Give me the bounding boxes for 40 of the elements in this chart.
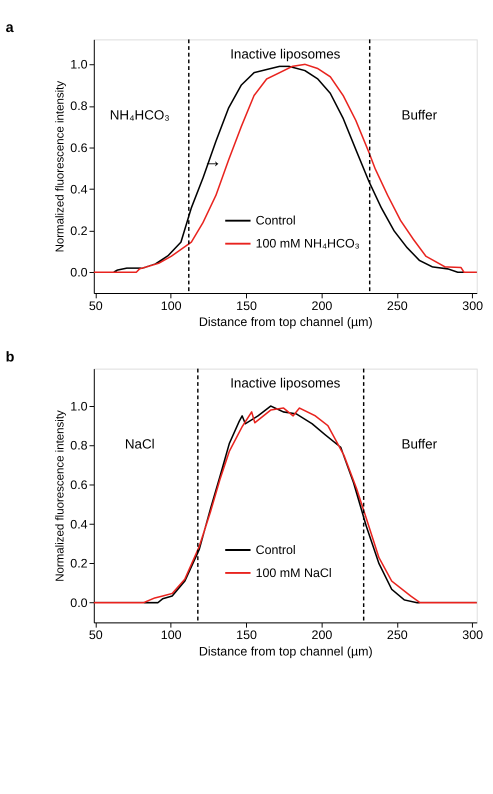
- annotation: Inactive liposomes: [230, 46, 341, 62]
- y-axis-title: Normalized fluorescence intensity: [54, 80, 67, 252]
- y-axis-title: Normalized fluorescence intensity: [54, 410, 67, 582]
- chart-title: a: [6, 20, 15, 36]
- x-tick-label: 150: [236, 298, 258, 313]
- annotation: Buffer: [402, 107, 438, 122]
- y-tick-label: 0.0: [70, 596, 88, 610]
- chart-title: b: [6, 349, 15, 366]
- legend-label: Control: [256, 214, 296, 228]
- annotation: Inactive liposomes: [230, 376, 341, 391]
- x-tick-label: 100: [160, 628, 182, 642]
- x-tick-label: 250: [386, 298, 408, 313]
- x-tick-label: 300: [462, 628, 484, 642]
- y-tick-label: 0.4: [70, 182, 88, 196]
- x-axis-title: Distance from top channel (µm): [198, 644, 373, 658]
- y-tick-label: 0.6: [70, 140, 88, 155]
- y-tick-label: 0.2: [70, 224, 88, 238]
- y-tick-label: 0.8: [70, 438, 88, 453]
- x-tick-label: 100: [160, 298, 182, 313]
- y-tick-label: 1.0: [70, 399, 88, 414]
- y-tick-label: 1.0: [70, 58, 88, 72]
- annotation: NH₄HCO₃: [110, 107, 170, 122]
- x-axis-title: Distance from top channel (µm): [198, 315, 373, 330]
- y-tick-label: 0.8: [70, 99, 88, 114]
- x-tick-label: 50: [88, 298, 103, 313]
- x-tick-label: 250: [386, 628, 408, 642]
- y-tick-label: 0.6: [70, 478, 88, 492]
- x-tick-label: 200: [312, 298, 332, 313]
- legend-label: 100 mM NaCl: [256, 566, 332, 580]
- x-tick-label: 50: [88, 628, 103, 642]
- annotation: Buffer: [402, 436, 438, 452]
- x-tick-label: 200: [312, 628, 332, 642]
- x-tick-label: 150: [236, 628, 258, 642]
- legend-label: Control: [256, 542, 296, 557]
- y-tick-label: 0.2: [70, 556, 88, 571]
- legend-label: 100 mM NH₄HCO₃: [256, 236, 360, 250]
- y-tick-label: 0.0: [70, 266, 88, 280]
- annotation: NaCl: [124, 436, 155, 452]
- x-tick-label: 300: [462, 298, 484, 313]
- y-tick-label: 0.4: [70, 517, 88, 532]
